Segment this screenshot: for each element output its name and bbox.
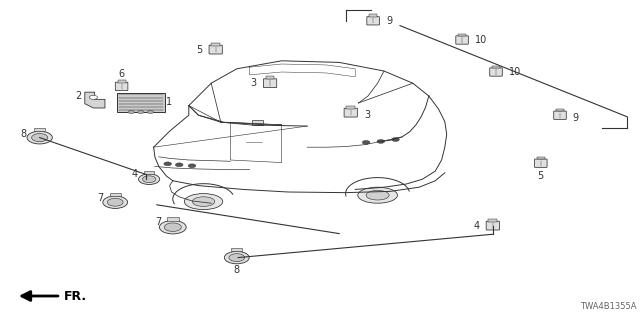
Circle shape [108, 198, 123, 206]
Circle shape [138, 110, 144, 114]
FancyBboxPatch shape [554, 111, 566, 119]
FancyBboxPatch shape [537, 157, 545, 159]
Circle shape [143, 176, 156, 182]
FancyBboxPatch shape [231, 248, 243, 252]
FancyBboxPatch shape [116, 93, 165, 112]
FancyBboxPatch shape [367, 17, 380, 25]
Text: 4: 4 [474, 220, 480, 231]
Text: 3: 3 [250, 78, 256, 88]
Circle shape [225, 252, 249, 264]
Circle shape [147, 110, 154, 114]
Text: 7: 7 [155, 217, 161, 228]
Circle shape [31, 133, 48, 142]
FancyBboxPatch shape [264, 79, 276, 88]
Text: 10: 10 [475, 35, 487, 45]
Text: 2: 2 [76, 91, 82, 101]
FancyBboxPatch shape [534, 159, 547, 167]
Ellipse shape [366, 190, 389, 200]
Text: 1: 1 [166, 97, 173, 108]
Text: 10: 10 [509, 67, 521, 77]
FancyBboxPatch shape [488, 219, 497, 221]
Text: FR.: FR. [64, 290, 87, 302]
FancyBboxPatch shape [266, 76, 275, 79]
FancyBboxPatch shape [490, 68, 502, 76]
Text: 5: 5 [196, 44, 203, 55]
FancyBboxPatch shape [115, 82, 128, 91]
FancyBboxPatch shape [344, 108, 357, 117]
Text: 9: 9 [386, 16, 392, 26]
FancyBboxPatch shape [34, 128, 45, 131]
Ellipse shape [184, 194, 223, 210]
Text: TWA4B1355A: TWA4B1355A [580, 302, 637, 311]
Circle shape [392, 138, 399, 141]
Text: 8: 8 [234, 265, 240, 275]
FancyBboxPatch shape [556, 109, 564, 111]
FancyBboxPatch shape [458, 34, 466, 36]
Circle shape [164, 162, 172, 166]
Text: 4: 4 [131, 169, 138, 180]
Polygon shape [85, 92, 105, 108]
Text: 3: 3 [365, 110, 371, 120]
FancyBboxPatch shape [369, 14, 377, 17]
Text: 7: 7 [97, 193, 104, 204]
Circle shape [159, 220, 186, 234]
Circle shape [27, 131, 52, 144]
Text: 5: 5 [538, 171, 544, 181]
Circle shape [139, 174, 160, 184]
FancyBboxPatch shape [211, 43, 220, 45]
Circle shape [175, 163, 183, 167]
Text: 6: 6 [118, 69, 125, 79]
FancyBboxPatch shape [346, 106, 355, 108]
FancyBboxPatch shape [486, 221, 499, 230]
Ellipse shape [358, 187, 397, 203]
Circle shape [377, 140, 385, 143]
Text: 8: 8 [20, 129, 27, 140]
FancyBboxPatch shape [118, 80, 125, 83]
Circle shape [128, 110, 134, 114]
Text: 9: 9 [573, 113, 579, 124]
Circle shape [90, 95, 97, 99]
Circle shape [229, 254, 244, 261]
FancyBboxPatch shape [145, 171, 154, 174]
FancyBboxPatch shape [209, 45, 222, 54]
Circle shape [188, 164, 196, 168]
FancyBboxPatch shape [252, 120, 263, 125]
Circle shape [362, 140, 370, 144]
Circle shape [164, 223, 181, 231]
Circle shape [103, 196, 127, 208]
FancyBboxPatch shape [109, 193, 121, 196]
Ellipse shape [193, 197, 215, 206]
FancyBboxPatch shape [456, 36, 468, 44]
FancyBboxPatch shape [166, 217, 179, 220]
FancyBboxPatch shape [492, 66, 500, 68]
